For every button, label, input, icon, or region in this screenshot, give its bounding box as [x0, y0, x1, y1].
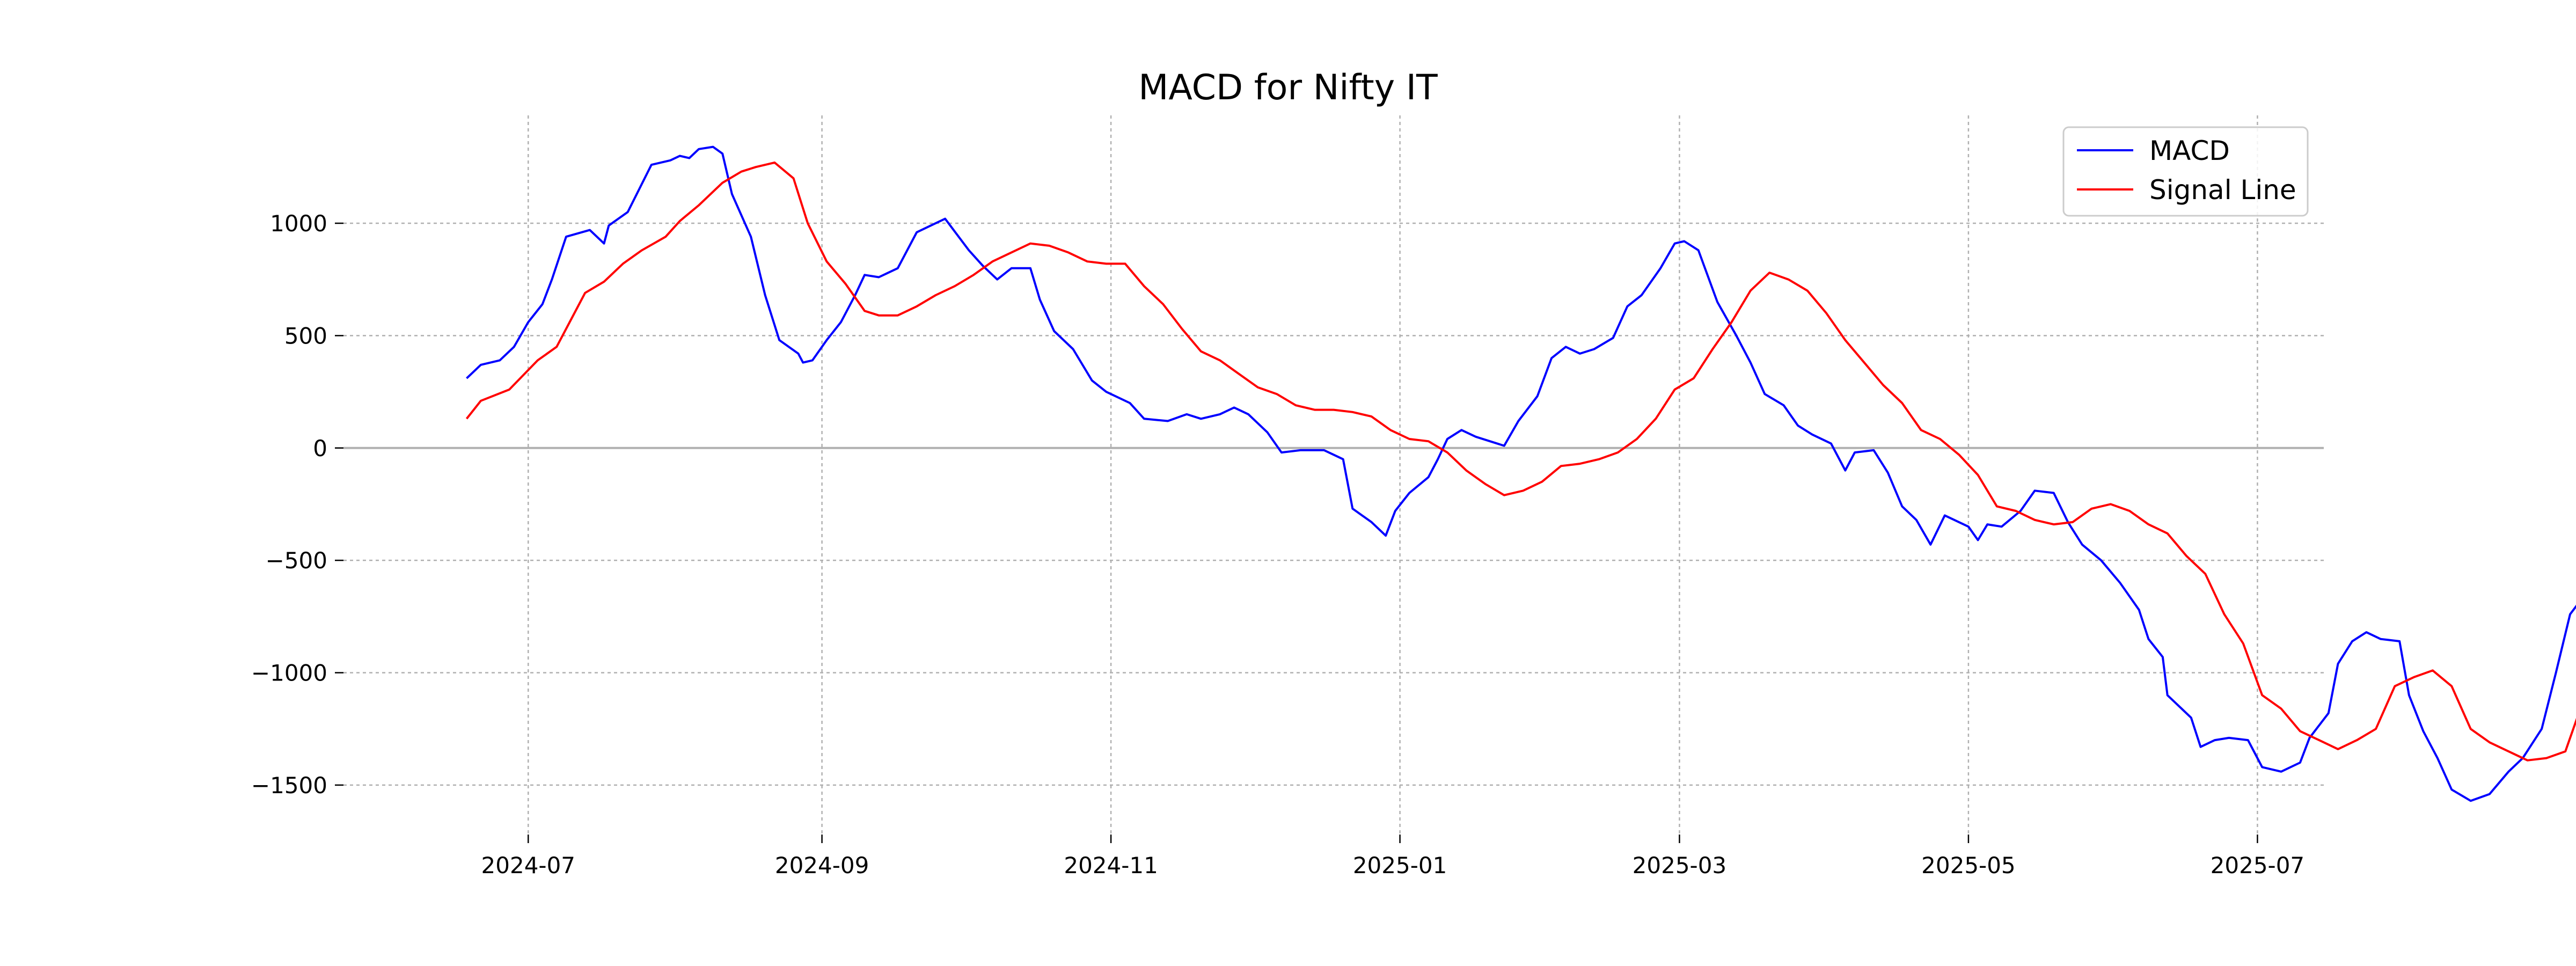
series-layer — [465, 145, 2576, 802]
x-tick-label: 2025-05 — [1921, 852, 2016, 879]
series-line-macd — [466, 145, 2576, 802]
y-tick-label: −500 — [266, 547, 327, 574]
series-line-signal-line — [465, 161, 2576, 762]
x-tick-label: 2025-07 — [2211, 852, 2305, 879]
x-tick-label: 2024-11 — [1064, 852, 1158, 879]
y-tick-label: 1000 — [270, 210, 327, 237]
chart-title: MACD for Nifty IT — [1138, 68, 1438, 108]
y-tick-label: −1500 — [251, 772, 327, 799]
y-tick-label: −1000 — [251, 660, 327, 686]
x-tick-label: 2024-09 — [775, 852, 869, 879]
y-tick-label: 500 — [284, 323, 327, 349]
y-tick-label: 0 — [313, 435, 327, 462]
x-axis: 2024-07 2024-09 2024-11 2025-01 2025-03 2025-… — [481, 835, 2305, 879]
legend-label-signal-line: Signal Line — [2149, 174, 2296, 206]
legend: MACD Signal Line — [2062, 126, 2309, 217]
grid-layer — [343, 115, 2324, 835]
legend-label-macd: MACD — [2149, 135, 2230, 166]
y-axis: 1000 500 0 −500 −1000 −1500 — [251, 210, 343, 799]
x-tick-label: 2025-03 — [1633, 852, 1727, 879]
x-tick-label: 2024-07 — [481, 852, 576, 879]
x-tick-label: 2025-01 — [1353, 852, 1447, 879]
